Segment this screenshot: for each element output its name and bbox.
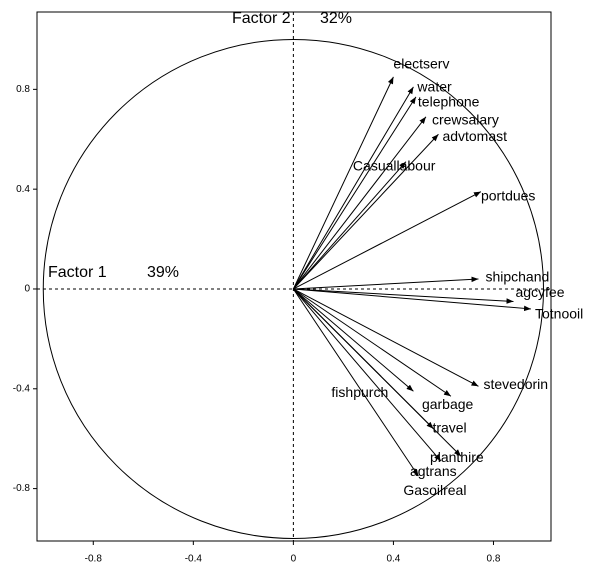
loading-vector	[293, 191, 482, 290]
loading-vector	[292, 76, 394, 290]
vector-label: electserv	[393, 56, 449, 72]
y-axis-label: Factor 2	[232, 10, 291, 27]
x-tick-label: 0.4	[386, 554, 400, 565]
x-explained: 39%	[147, 264, 179, 281]
y-tick-label: -0.8	[13, 483, 31, 494]
loading-vector	[293, 288, 514, 304]
loading-vector	[292, 86, 414, 290]
loading-vector	[293, 288, 414, 392]
vector-label: fishpurch	[331, 384, 388, 400]
vector-label: crewsalary	[432, 112, 499, 128]
x-tick-label: 0	[291, 554, 297, 565]
vector-label: travel	[432, 419, 466, 435]
vector-label: stevedorin	[483, 376, 548, 392]
vector-label: garbage	[422, 396, 474, 412]
vector-label: telephone	[418, 94, 480, 110]
vector-label: agtrans	[410, 463, 457, 479]
vector-label: advtomast	[442, 128, 507, 144]
vector-label: Casuallabour	[353, 157, 436, 173]
loading-vector	[292, 116, 427, 290]
loading-vector	[293, 133, 439, 290]
loading-vector	[292, 288, 442, 462]
vector-label: Gasoilreal	[403, 482, 466, 498]
y-tick-label: 0	[24, 284, 30, 295]
loading-vector	[293, 161, 407, 290]
x-axis-label: Factor 1	[48, 264, 107, 281]
loading-vector	[293, 288, 462, 457]
loading-vector	[293, 288, 479, 387]
x-tick-label: -0.8	[85, 554, 103, 565]
vector-label: water	[416, 79, 452, 95]
unit-circle	[42, 38, 544, 540]
vector-label: planthire	[430, 449, 484, 465]
y-explained: 32%	[320, 10, 352, 27]
y-tick-label: 0.4	[16, 184, 30, 195]
loading-vector	[292, 288, 419, 477]
x-tick-label: -0.4	[185, 554, 203, 565]
loading-vector	[293, 288, 532, 312]
loading-vector	[292, 96, 417, 290]
vector-label: shipchand	[485, 269, 549, 285]
vector-label: agcyfee	[515, 284, 564, 300]
plot-frame	[36, 11, 552, 542]
loading-vector	[293, 288, 452, 397]
vector-label: portdues	[481, 187, 535, 203]
y-tick-label: 0.8	[16, 84, 30, 95]
y-tick-label: -0.4	[13, 383, 31, 394]
x-tick-label: 0.8	[487, 554, 501, 565]
vector-label: Totnooil	[535, 306, 583, 322]
loading-vector	[293, 276, 479, 290]
